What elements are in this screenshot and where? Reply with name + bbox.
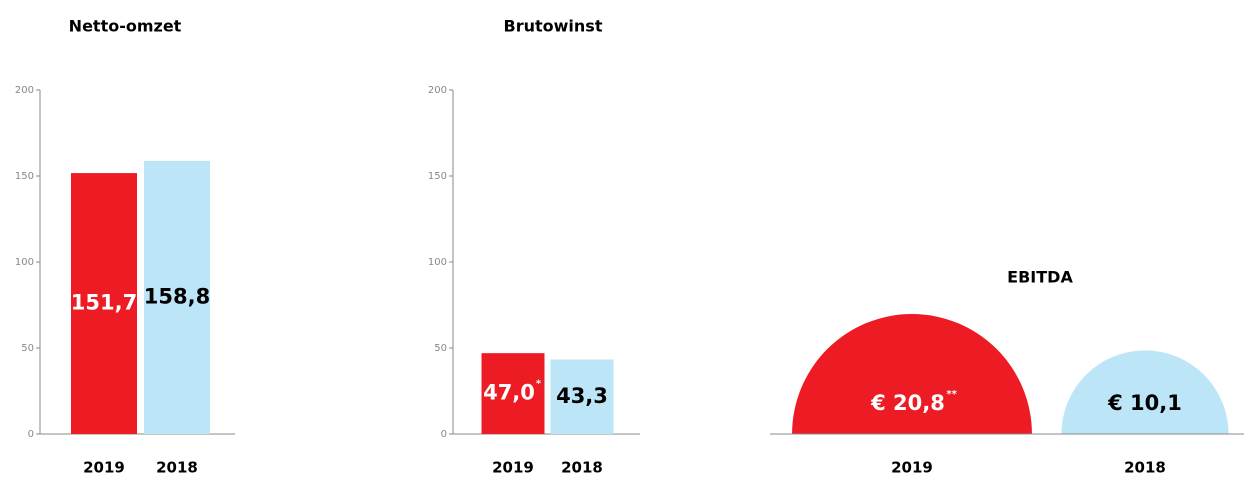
bar	[481, 353, 545, 434]
bar	[144, 160, 210, 434]
y-tick-label: 150	[15, 171, 34, 182]
semicircle	[1061, 350, 1229, 434]
x-tick-label: 2019	[83, 459, 125, 477]
bar	[550, 359, 614, 434]
x-tick-label: 2018	[156, 459, 198, 477]
value-label: 47,0	[483, 381, 535, 405]
semicircle	[792, 314, 1032, 434]
y-tick-label: 0	[441, 429, 447, 440]
chart-title: EBITDA	[1007, 268, 1073, 287]
value-label: 158,8	[144, 284, 210, 308]
value-note: **	[946, 389, 957, 400]
bar	[71, 173, 137, 435]
chart-title: Brutowinst	[504, 17, 603, 36]
value-note: *	[536, 379, 542, 390]
y-tick-label: 200	[15, 85, 34, 96]
y-tick-label: 50	[21, 343, 34, 354]
y-tick-label: 0	[28, 429, 34, 440]
x-tick-label: 2019	[891, 459, 933, 477]
x-tick-label: 2018	[561, 459, 603, 477]
value-label: € 20,8	[870, 391, 945, 415]
y-tick-label: 150	[428, 171, 447, 182]
value-label: 43,3	[556, 384, 608, 408]
y-tick-label: 50	[434, 343, 447, 354]
y-tick-label: 100	[428, 257, 447, 268]
value-label: € 10,1	[1107, 391, 1182, 415]
value-label: 151,7	[71, 291, 137, 315]
x-tick-label: 2019	[492, 459, 534, 477]
y-tick-label: 100	[15, 257, 34, 268]
y-tick-label: 200	[428, 85, 447, 96]
chart-title: Netto-omzet	[69, 17, 182, 36]
x-tick-label: 2018	[1124, 459, 1166, 477]
